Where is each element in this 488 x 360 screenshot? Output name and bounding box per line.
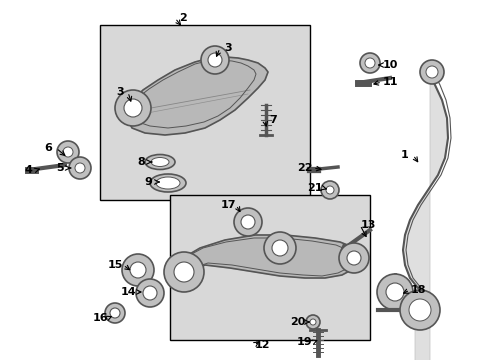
Circle shape xyxy=(124,99,142,117)
Circle shape xyxy=(136,279,163,307)
Bar xyxy=(170,195,369,340)
Circle shape xyxy=(346,251,360,265)
Text: 19: 19 xyxy=(297,337,312,347)
Text: 4: 4 xyxy=(24,165,32,175)
Circle shape xyxy=(338,243,368,273)
Polygon shape xyxy=(127,57,267,135)
Circle shape xyxy=(63,147,73,157)
Circle shape xyxy=(69,157,91,179)
Text: 20: 20 xyxy=(290,317,305,327)
Text: 13: 13 xyxy=(360,220,375,230)
Circle shape xyxy=(359,53,379,73)
Text: 2: 2 xyxy=(179,13,186,23)
Circle shape xyxy=(105,303,125,323)
Circle shape xyxy=(320,181,338,199)
Ellipse shape xyxy=(145,154,175,170)
Bar xyxy=(100,25,309,200)
Text: 5: 5 xyxy=(56,163,63,173)
Circle shape xyxy=(174,262,194,282)
Circle shape xyxy=(234,208,262,236)
Ellipse shape xyxy=(150,174,185,192)
Circle shape xyxy=(57,141,79,163)
Text: 15: 15 xyxy=(107,260,122,270)
Circle shape xyxy=(385,283,403,301)
Text: 22: 22 xyxy=(297,163,312,173)
Circle shape xyxy=(163,252,203,292)
Text: 1: 1 xyxy=(400,150,408,160)
Text: 7: 7 xyxy=(268,115,276,125)
Circle shape xyxy=(271,240,287,256)
Circle shape xyxy=(364,58,374,68)
Circle shape xyxy=(201,46,228,74)
Text: 10: 10 xyxy=(382,60,397,70)
Circle shape xyxy=(309,319,315,325)
Circle shape xyxy=(264,232,295,264)
Text: 16: 16 xyxy=(92,313,107,323)
Circle shape xyxy=(325,186,333,194)
Circle shape xyxy=(130,262,146,278)
Text: 6: 6 xyxy=(44,143,52,153)
Circle shape xyxy=(122,254,154,286)
Text: 18: 18 xyxy=(409,285,425,295)
Text: 21: 21 xyxy=(306,183,322,193)
Ellipse shape xyxy=(156,177,180,189)
Circle shape xyxy=(142,286,157,300)
Text: 14: 14 xyxy=(120,287,136,297)
Polygon shape xyxy=(178,235,359,285)
Circle shape xyxy=(399,290,439,330)
Circle shape xyxy=(207,53,222,67)
Circle shape xyxy=(110,308,120,318)
Text: 11: 11 xyxy=(382,77,397,87)
Text: 9: 9 xyxy=(144,177,152,187)
Circle shape xyxy=(425,66,437,78)
Ellipse shape xyxy=(151,158,169,166)
Circle shape xyxy=(419,60,443,84)
Circle shape xyxy=(241,215,254,229)
Text: 3: 3 xyxy=(224,43,231,53)
Text: 17: 17 xyxy=(220,200,235,210)
Text: 8: 8 xyxy=(137,157,144,167)
Circle shape xyxy=(408,299,430,321)
Circle shape xyxy=(305,315,319,329)
Circle shape xyxy=(115,90,151,126)
Circle shape xyxy=(376,274,412,310)
Circle shape xyxy=(75,163,85,173)
Text: 12: 12 xyxy=(254,340,269,350)
Text: 3: 3 xyxy=(116,87,123,97)
